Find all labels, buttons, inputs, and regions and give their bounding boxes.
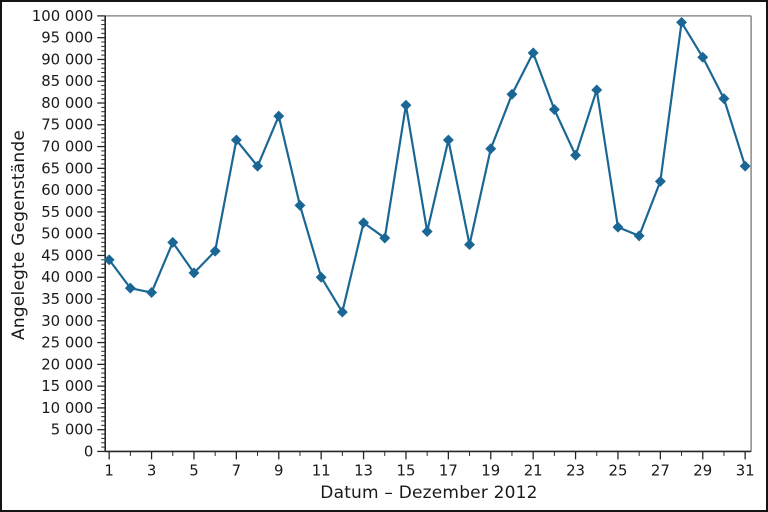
data-point-marker <box>167 236 179 248</box>
data-point-marker <box>103 254 115 266</box>
data-point-marker <box>697 51 709 63</box>
y-axis-tick-label: 70 000 <box>41 138 93 156</box>
y-axis-tick-label: 0 <box>84 442 93 460</box>
data-point-marker <box>464 239 476 251</box>
y-axis-tick-label: 20 000 <box>41 355 93 373</box>
data-point-marker <box>252 160 264 172</box>
data-point-marker <box>146 287 158 298</box>
x-axis-tick-label: 19 <box>481 461 500 479</box>
y-axis-tick-label: 75 000 <box>41 116 93 134</box>
x-axis-tick-label: 31 <box>736 461 755 479</box>
x-axis-tick-label: 1 <box>104 461 113 479</box>
y-axis-tick-label: 55 000 <box>41 203 93 221</box>
data-point-marker <box>188 267 200 279</box>
data-point-marker <box>400 99 412 111</box>
data-point-marker <box>230 134 242 146</box>
x-axis-tick-label: 7 <box>232 461 241 479</box>
y-axis-tick-label: 45 000 <box>41 246 93 264</box>
data-point-marker <box>209 245 221 257</box>
data-point-marker <box>527 47 539 59</box>
data-point-marker <box>612 221 624 233</box>
y-axis-tick-label: 40 000 <box>41 268 93 286</box>
data-point-marker <box>421 226 433 237</box>
x-axis-tick-label: 11 <box>312 461 331 479</box>
data-point-marker <box>336 306 348 318</box>
y-axis-tick-label: 80 000 <box>41 94 93 112</box>
x-axis-tick-label: 3 <box>147 461 156 479</box>
x-axis-tick-label: 15 <box>396 461 415 479</box>
x-axis-tick-label: 25 <box>608 461 627 479</box>
y-axis-tick-label: 10 000 <box>41 399 93 417</box>
data-point-marker <box>485 143 497 155</box>
data-point-marker <box>294 199 306 211</box>
x-axis-tick-label: 23 <box>566 461 585 479</box>
y-axis-tick-label: 25 000 <box>41 334 93 352</box>
y-axis-tick-label: 100 000 <box>32 7 94 25</box>
data-point-marker <box>548 104 560 116</box>
data-point-marker <box>633 230 645 242</box>
data-point-marker <box>591 84 603 96</box>
data-point-marker <box>739 160 751 172</box>
y-axis-tick-label: 35 000 <box>41 290 93 308</box>
x-axis-tick-label: 9 <box>274 461 283 479</box>
x-axis-title: Datum – Dezember 2012 <box>320 483 538 503</box>
y-axis-tick-label: 15 000 <box>41 377 93 395</box>
y-axis-tick-label: 60 000 <box>41 181 93 199</box>
x-axis-tick-label: 27 <box>651 461 670 479</box>
data-point-marker <box>315 271 327 283</box>
data-point-marker <box>654 175 666 187</box>
data-point-marker <box>124 282 136 294</box>
data-point-marker <box>379 232 391 244</box>
data-point-marker <box>676 16 688 28</box>
data-point-marker <box>358 217 370 229</box>
y-axis-title: Angelegte Gegenstände <box>9 130 29 340</box>
y-axis-tick-label: 5 000 <box>51 421 94 439</box>
y-axis-tick-label: 50 000 <box>41 225 93 243</box>
y-axis-tick-label: 85 000 <box>41 72 93 90</box>
x-axis-tick-label: 29 <box>693 461 712 479</box>
y-axis-tick-label: 90 000 <box>41 50 93 68</box>
data-point-marker <box>570 149 582 161</box>
y-axis-tick-label: 95 000 <box>41 29 93 47</box>
data-point-marker <box>718 93 730 105</box>
y-axis-tick-label: 30 000 <box>41 312 93 330</box>
y-axis-tick-label: 65 000 <box>41 159 93 177</box>
x-axis-tick-label: 13 <box>354 461 373 479</box>
data-point-marker <box>506 88 518 100</box>
data-point-marker <box>442 134 454 146</box>
data-point-marker <box>273 110 285 122</box>
x-axis-tick-label: 17 <box>439 461 458 479</box>
x-axis-tick-label: 5 <box>189 461 198 479</box>
data-series-line <box>108 21 747 314</box>
x-axis-tick-label: 21 <box>524 461 543 479</box>
